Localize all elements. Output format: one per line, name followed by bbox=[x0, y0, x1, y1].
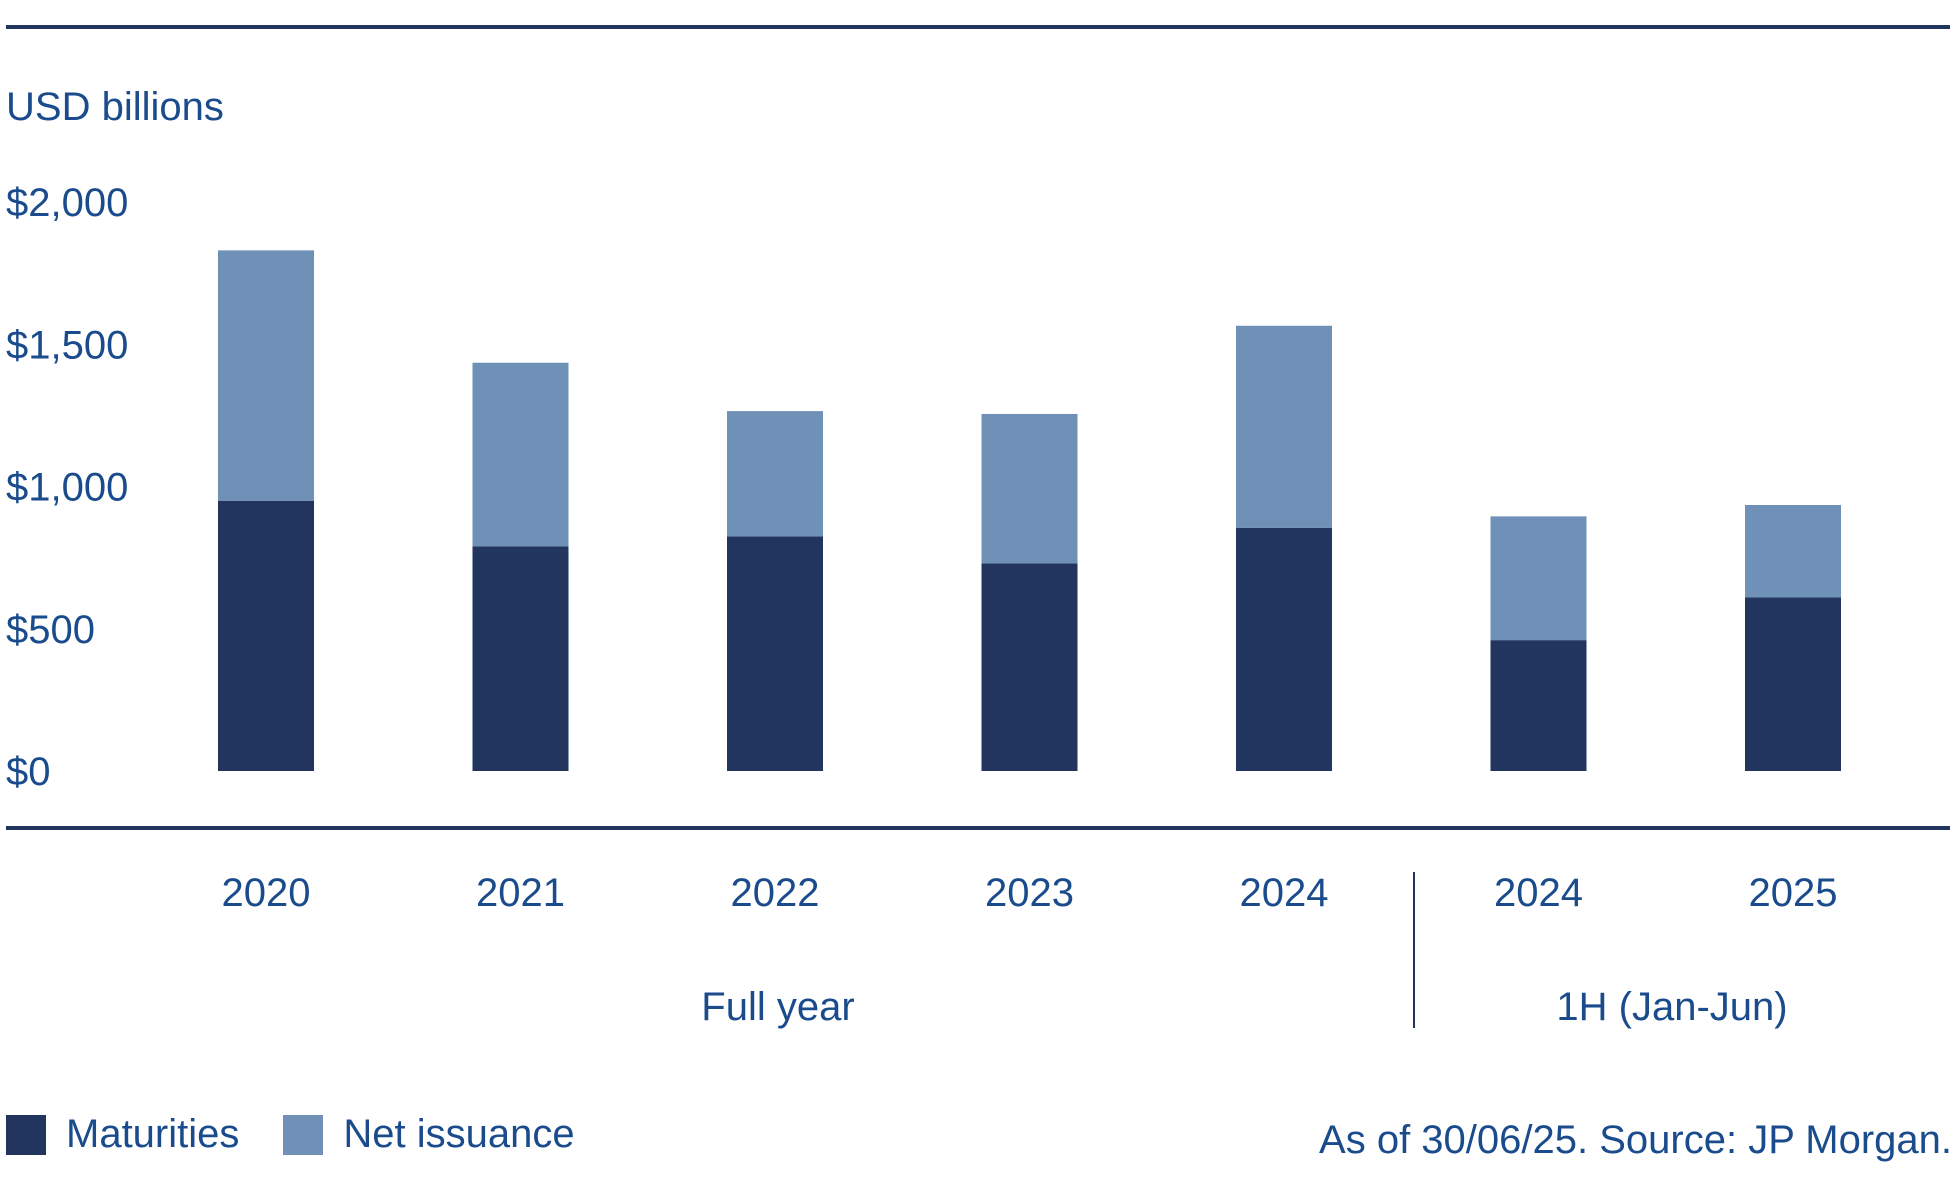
bars bbox=[218, 250, 1841, 771]
bar-net-issuance-2023 bbox=[981, 413, 1078, 564]
bar-maturities-2024 bbox=[1236, 527, 1332, 771]
y-tick-labels: $0 $500 $1,000 $1,500 $2,000 bbox=[6, 181, 128, 794]
legend-swatch-maturities bbox=[6, 1114, 46, 1155]
y-tick-label: $2,000 bbox=[6, 181, 128, 225]
x-tick-labels: 2020 2021 2022 2023 2024 2024 2025 bbox=[222, 871, 1838, 915]
x-tick-label: 2024 bbox=[1494, 871, 1583, 915]
x-tick-label: 2024 bbox=[1240, 871, 1329, 915]
bar-maturities-2023 bbox=[981, 563, 1078, 771]
group-label-1h: 1H (Jan-Jun) bbox=[1556, 985, 1787, 1029]
y-tick-label: $1,500 bbox=[6, 323, 128, 367]
y-tick-label: $500 bbox=[6, 608, 95, 652]
bar-maturities-2021 bbox=[472, 546, 569, 771]
x-tick-label: 2023 bbox=[985, 871, 1074, 915]
legend-label-maturities: Maturities bbox=[66, 1112, 240, 1156]
legend: Maturities Net issuance bbox=[6, 1112, 619, 1157]
bar-net-issuance-2025-1h bbox=[1745, 504, 1841, 598]
bar-net-issuance-2024 bbox=[1236, 325, 1332, 528]
bar-net-issuance-2020 bbox=[218, 250, 314, 501]
x-tick-label: 2022 bbox=[731, 871, 820, 915]
legend-item-net-issuance: Net issuance bbox=[283, 1112, 575, 1157]
bar-maturities-2022 bbox=[727, 536, 823, 771]
source-note: As of 30/06/25. Source: JP Morgan. bbox=[1319, 1118, 1952, 1162]
bar-net-issuance-2024-1h bbox=[1490, 516, 1587, 641]
legend-item-maturities: Maturities bbox=[6, 1112, 239, 1157]
legend-swatch-net-issuance bbox=[283, 1114, 324, 1155]
bar-maturities-2024-1h bbox=[1490, 640, 1587, 771]
bar-net-issuance-2022 bbox=[727, 411, 823, 537]
y-tick-label: $0 bbox=[6, 750, 51, 794]
bar-net-issuance-2021 bbox=[472, 362, 569, 547]
bar-maturities-2025-1h bbox=[1745, 597, 1841, 771]
y-axis-title: USD billions bbox=[6, 85, 224, 129]
legend-label-net-issuance: Net issuance bbox=[343, 1112, 575, 1156]
y-tick-label: $1,000 bbox=[6, 466, 128, 510]
group-label-full-year: Full year bbox=[701, 985, 854, 1029]
x-tick-label: 2020 bbox=[222, 871, 311, 915]
x-tick-label: 2025 bbox=[1749, 871, 1838, 915]
bar-maturities-2020 bbox=[218, 500, 314, 771]
x-tick-label: 2021 bbox=[476, 871, 565, 915]
